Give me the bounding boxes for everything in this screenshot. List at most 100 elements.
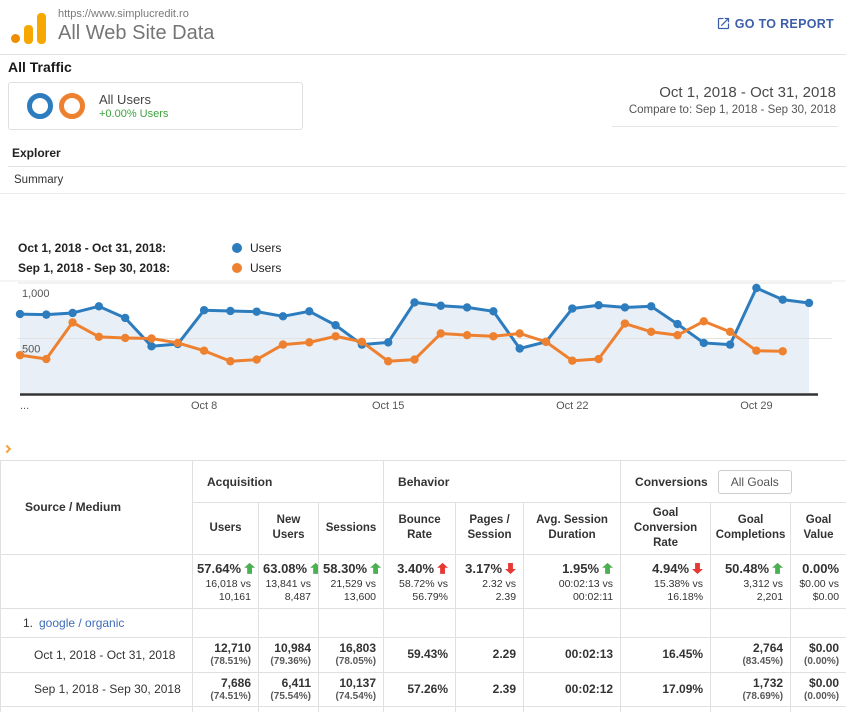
summary-vs: 13,841 vs 8,487	[265, 577, 311, 604]
summary-vs: $0.00 vs $0.00	[799, 577, 840, 604]
col-header-bounce-rate[interactable]: Bounce Rate	[383, 502, 457, 555]
arrow-up-icon	[437, 562, 449, 574]
table-metric-header-row: Users New Users Sessions Bounce Rate Pages /…	[1, 502, 846, 555]
value-cell: 2,764 (83.45%)	[710, 637, 792, 673]
value-main: 2.39	[492, 681, 517, 696]
value-cell: 0.48%	[523, 706, 622, 712]
legend-series: Users	[250, 240, 282, 255]
col-header-goal-value[interactable]: Goal Value	[790, 502, 846, 555]
row-label: Oct 1, 2018 - Oct 31, 2018	[0, 637, 193, 673]
users-line-chart[interactable]: 1,000 500... Oct 8 Oct 15 Oct 22 Oct 29	[0, 280, 846, 412]
row-label: Sep 1, 2018 - Sep 30, 2018	[0, 671, 193, 708]
value-cell: 3.80%	[383, 706, 457, 712]
property-title: All Web Site Data	[58, 22, 215, 44]
arrow-up-icon	[370, 562, 382, 574]
tab-bar: Explorer	[8, 144, 846, 167]
group-header-acquisition: Acquisition	[191, 460, 385, 503]
value-main: 1,732	[753, 675, 784, 690]
summary-cell: 50.48% 3,312 vs 2,201	[710, 553, 792, 610]
value-cell: 0.00%	[790, 706, 846, 712]
col-header-new-users[interactable]: New Users	[258, 502, 319, 555]
empty-cell	[455, 608, 525, 639]
value-cell: 65.37%	[192, 706, 259, 712]
empty-cell	[620, 608, 712, 639]
value-main: 12,710	[214, 641, 251, 656]
table-row: % Change65.37%71.33%65.76%3.80%-4.39%0.4…	[0, 706, 846, 712]
open-in-new-icon	[717, 17, 729, 30]
svg-text:Oct 22: Oct 22	[556, 400, 588, 412]
section-divider	[0, 193, 846, 194]
empty-cell	[317, 608, 385, 639]
value-main: 59.43%	[407, 647, 449, 662]
segment-donut-blue-icon	[27, 93, 53, 119]
table-row: 1. google / organic	[0, 608, 846, 639]
col-header-pages-session[interactable]: Pages / Session	[455, 502, 525, 555]
value-cell: 16.45%	[620, 637, 712, 673]
value-cell: $0.00 (0.00%)	[790, 671, 846, 708]
arrow-up-icon	[310, 562, 318, 574]
value-cell: 71.33%	[258, 706, 319, 712]
value-cell: 10,984 (79.36%)	[258, 637, 319, 673]
col-header-avg-session-duration[interactable]: Avg. Session Duration	[523, 502, 622, 555]
value-sub: (74.54%)	[335, 690, 377, 702]
value-sub: (75.54%)	[270, 690, 311, 702]
value-cell: 12,710 (78.51%)	[192, 637, 259, 673]
summary-percent: 58.30%	[323, 561, 382, 576]
summary-percent: 4.94%	[625, 561, 703, 576]
table-group-header-row: Source / Medium Acquisition Behavior Conver…	[0, 460, 846, 555]
summary-percent: 3.40%	[388, 561, 449, 576]
svg-text:1,000: 1,000	[22, 288, 50, 300]
row-index: 1.	[23, 616, 34, 631]
value-cell: 10,137 (74.54%)	[317, 671, 385, 708]
value-sub: (78.05%)	[335, 656, 377, 668]
group-header-behavior: Behavior	[383, 460, 622, 503]
empty-cell	[710, 608, 792, 639]
summary-percent: 57.64%	[197, 561, 256, 576]
segment-chip-all-users[interactable]: All Users +0.00% Users	[8, 82, 303, 130]
property-url: https://www.simplucredit.ro	[58, 8, 189, 20]
value-sub: (78.69%)	[742, 690, 784, 702]
value-cell: 2.29	[455, 637, 525, 673]
svg-text:Oct 8: Oct 8	[191, 400, 217, 412]
row-label: % Change	[0, 706, 193, 712]
summary-cell: 0.00% $0.00 vs $0.00	[790, 553, 846, 610]
source-link[interactable]: google / organic	[39, 616, 125, 631]
col-header-goal-conversion-rate[interactable]: Goal Conversion Rate	[620, 502, 712, 555]
date-range-selector[interactable]: Oct 1, 2018 - Oct 31, 2018 Compare to: S…	[629, 84, 836, 116]
value-main: 16.45%	[662, 647, 704, 662]
col-header-users[interactable]: Users	[192, 502, 259, 555]
value-cell: 59.58%	[710, 706, 792, 712]
value-main: 6,411	[281, 675, 311, 690]
value-main: 10,137	[339, 675, 377, 690]
date-range-underline	[612, 126, 838, 127]
all-goals-selector[interactable]: All Goals	[717, 469, 792, 494]
tab-explorer[interactable]: Explorer	[12, 146, 61, 160]
summary-percent: 63.08%	[263, 561, 318, 576]
source-cell: 1. google / organic	[0, 608, 193, 639]
value-main: 2.29	[492, 647, 517, 662]
value-main: 00:02:13	[565, 647, 614, 662]
value-cell: 2.39	[455, 671, 525, 708]
go-to-report-link[interactable]: GO TO REPORT	[716, 16, 834, 31]
value-cell: 00:02:13	[523, 637, 622, 673]
col-header-sessions[interactable]: Sessions	[317, 502, 385, 555]
legend-item-compare: Sep 1, 2018 - Sep 30, 2018: Users	[18, 258, 281, 277]
summary-cell: 4.94% 15.38% vs 16.18%	[620, 553, 712, 610]
value-sub: (74.51%)	[210, 690, 251, 702]
legend-swatch-orange-icon	[232, 262, 242, 273]
value-sub: (0.00%)	[804, 690, 840, 702]
tab-summary[interactable]: Summary	[14, 174, 64, 186]
value-main: 10,984	[274, 641, 311, 656]
summary-cell: 3.17% 2.32 vs 2.39	[455, 553, 525, 610]
summary-vs: 16,018 vs 10,161	[205, 577, 251, 604]
col-header-goal-completions[interactable]: Goal Completions	[710, 502, 792, 555]
group-header-label: Conversions	[635, 474, 708, 489]
col-header-source-medium[interactable]: Source / Medium	[0, 460, 193, 555]
value-cell: 59.43%	[383, 637, 457, 673]
segment-name: All Users	[99, 92, 152, 107]
date-range-compare: Compare to: Sep 1, 2018 - Sep 30, 2018	[628, 104, 836, 116]
svg-text:...: ...	[20, 400, 29, 412]
value-sub: (83.45%)	[742, 656, 784, 668]
empty-cell	[383, 608, 457, 639]
